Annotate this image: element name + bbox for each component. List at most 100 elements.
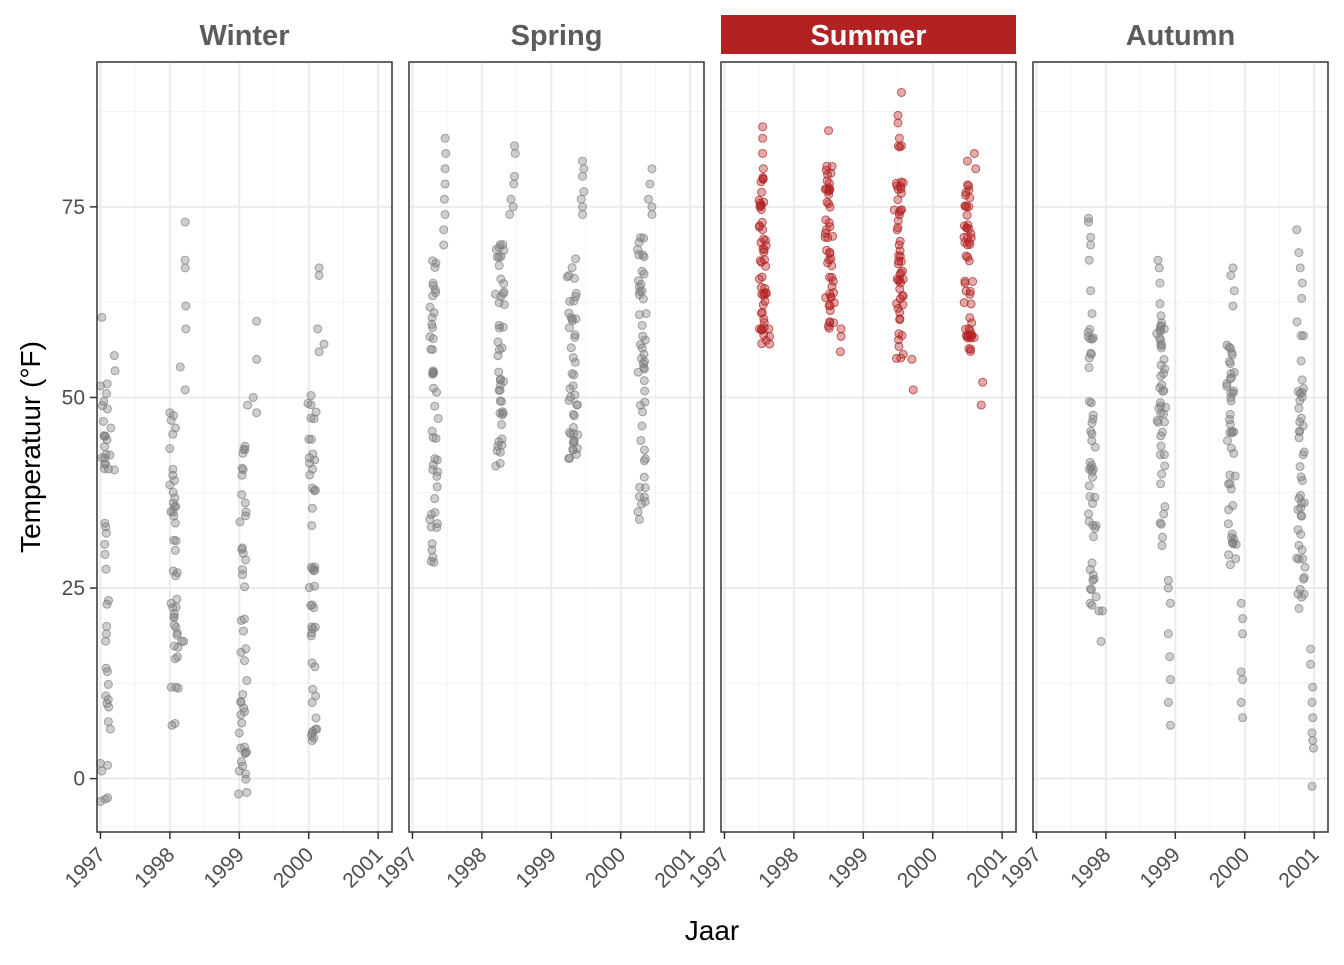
data-point <box>102 379 112 389</box>
data-point <box>237 490 247 500</box>
data-point <box>237 463 247 473</box>
x-tick-label: 1998 <box>130 843 179 892</box>
data-point <box>181 301 191 311</box>
data-point <box>893 216 903 226</box>
data-point <box>756 204 766 214</box>
data-point <box>1160 461 1170 471</box>
data-point <box>1155 398 1165 408</box>
data-point <box>761 240 771 250</box>
data-points <box>1083 213 1318 791</box>
data-point <box>579 187 589 197</box>
data-point <box>439 194 449 204</box>
data-point <box>177 636 187 646</box>
data-point <box>1086 426 1096 436</box>
data-point <box>1156 441 1166 451</box>
data-point <box>100 518 110 528</box>
data-point <box>760 296 770 306</box>
data-point <box>960 237 970 247</box>
data-point <box>305 470 315 480</box>
data-point <box>1225 374 1235 384</box>
y-tick-label: 50 <box>62 386 85 409</box>
data-point <box>960 201 970 211</box>
data-point <box>175 362 185 372</box>
data-point <box>306 631 316 641</box>
data-point <box>100 794 110 804</box>
data-point <box>494 298 504 308</box>
x-tick-label: 2001 <box>1274 843 1323 892</box>
data-point <box>758 122 768 132</box>
data-point <box>1294 403 1304 413</box>
data-point <box>976 400 986 410</box>
data-point <box>428 345 438 355</box>
data-point <box>309 414 319 424</box>
data-point <box>578 156 588 166</box>
data-point <box>1159 369 1169 379</box>
data-point <box>1294 540 1304 550</box>
data-point <box>962 232 972 242</box>
data-point <box>100 459 110 469</box>
data-point <box>1236 667 1246 677</box>
data-point <box>964 224 974 234</box>
x-tick-label: 2000 <box>893 843 942 892</box>
data-point <box>440 133 450 143</box>
data-point <box>1097 606 1107 616</box>
data-point <box>564 323 574 333</box>
data-point <box>306 434 316 444</box>
data-point <box>1225 560 1235 570</box>
data-point <box>633 367 643 377</box>
data-point <box>754 274 764 284</box>
data-point <box>570 390 580 400</box>
data-point <box>101 629 111 639</box>
data-point <box>758 133 768 143</box>
data-point <box>1223 519 1233 529</box>
data-point <box>1158 532 1168 542</box>
data-point <box>238 689 248 699</box>
data-point <box>168 566 178 576</box>
data-point <box>239 614 249 624</box>
data-point <box>106 423 116 433</box>
data-point <box>497 343 507 353</box>
data-point <box>427 539 437 549</box>
data-point <box>509 179 519 189</box>
x-tick-label: 1997 <box>373 843 422 892</box>
data-point <box>166 682 176 692</box>
data-point <box>965 330 975 340</box>
data-point <box>105 724 115 734</box>
data-point <box>825 306 835 316</box>
facet-strip <box>409 15 704 54</box>
data-point <box>1157 341 1167 351</box>
data-point <box>758 225 768 235</box>
data-point <box>1165 675 1175 685</box>
data-point <box>432 471 442 481</box>
data-point <box>240 445 250 455</box>
data-point <box>1297 387 1307 397</box>
facet-panel-autumn: Autumn 1997 1998 1999 2000 2001 <box>997 15 1329 893</box>
data-point <box>308 684 318 694</box>
data-point <box>494 437 504 447</box>
data-point <box>1236 697 1246 707</box>
data-point <box>1294 248 1304 258</box>
data-point <box>498 289 508 299</box>
data-point <box>304 453 314 463</box>
data-point <box>314 347 324 357</box>
data-point <box>564 453 574 463</box>
data-point <box>491 461 501 471</box>
data-point <box>425 332 435 342</box>
data-point <box>1297 545 1307 555</box>
data-point <box>1295 417 1305 427</box>
data-point <box>430 494 440 504</box>
data-point <box>569 370 579 380</box>
data-point <box>1292 317 1302 327</box>
data-point <box>964 185 974 195</box>
data-point <box>755 198 765 208</box>
data-point <box>896 353 906 363</box>
y-tick-label: 75 <box>62 196 85 219</box>
x-tick-label: 1997 <box>997 843 1046 892</box>
data-point <box>1296 331 1306 341</box>
x-tick-label: 2000 <box>581 843 630 892</box>
data-points <box>95 217 329 807</box>
data-point <box>1229 448 1239 458</box>
data-point <box>310 662 320 672</box>
data-point <box>496 274 506 284</box>
data-point <box>180 385 190 395</box>
